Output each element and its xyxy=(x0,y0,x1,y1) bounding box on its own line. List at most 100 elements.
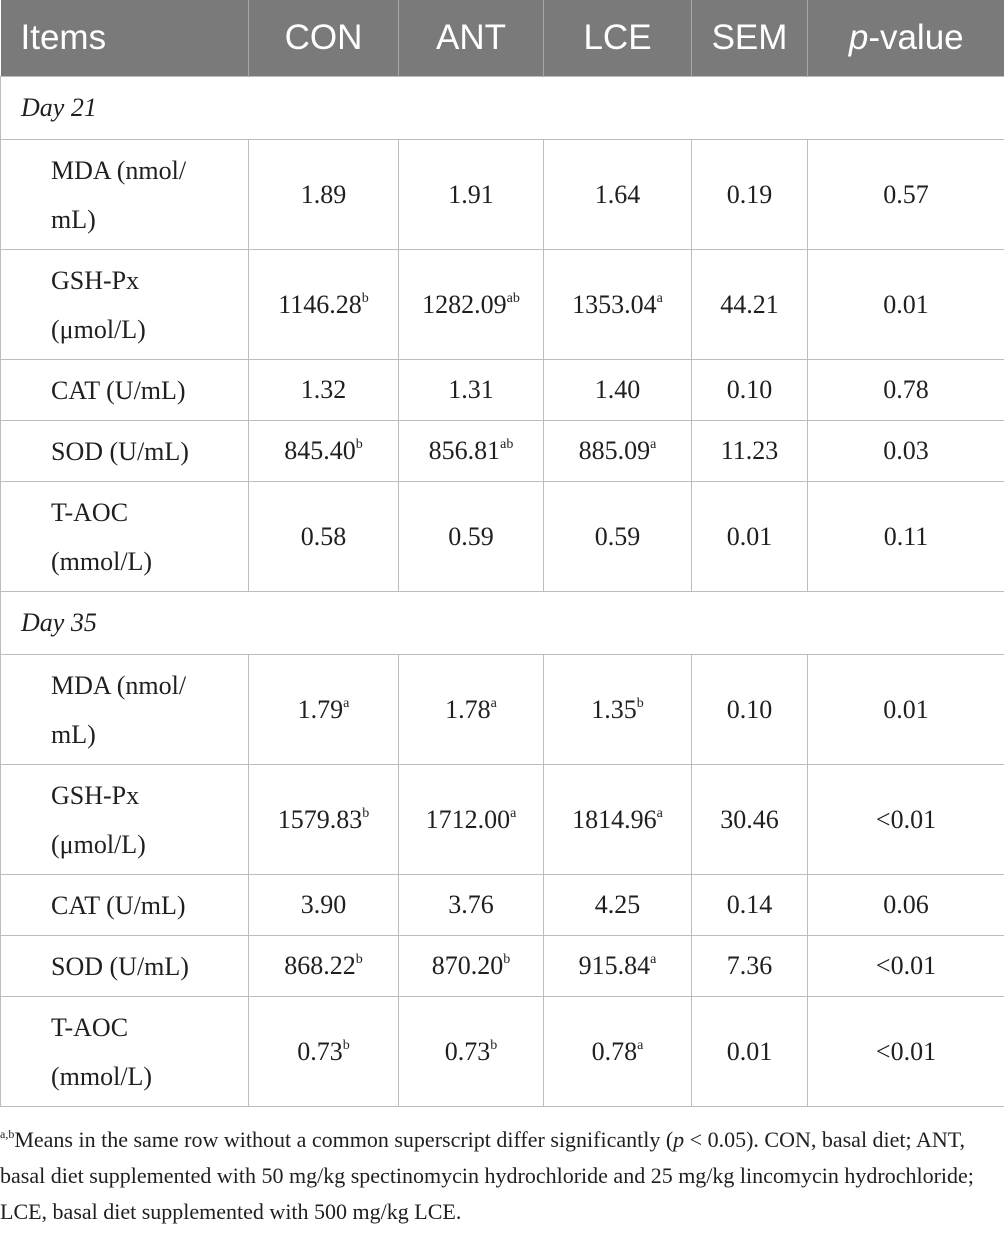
footnote-superscript: a,b xyxy=(0,1127,15,1141)
header-ant: ANT xyxy=(398,0,544,77)
lce-value-superscript: a xyxy=(656,805,663,821)
ant-value: 0.59 xyxy=(398,481,544,592)
header-con: CON xyxy=(248,0,399,77)
p-value: 0.11 xyxy=(807,481,1004,592)
row-item-label: MDA (nmol/mL) xyxy=(0,139,249,250)
item-label-line: SOD (U/mL) xyxy=(51,436,189,466)
lce-value-number: 4.25 xyxy=(594,890,641,919)
lce-value-number: 885.09 xyxy=(578,436,651,465)
lce-value-number: 915.84 xyxy=(578,951,651,980)
ant-value: 1.91 xyxy=(398,139,544,250)
row-item-label: GSH-Px (μmol/L) xyxy=(0,764,249,875)
lce-value-number: 1353.04 xyxy=(572,289,657,319)
lce-value-superscript: b xyxy=(636,695,644,711)
ant-value-superscript: b xyxy=(503,952,511,967)
footnote-text-before: Means in the same row without a common s… xyxy=(14,1127,674,1152)
sem-value: 7.36 xyxy=(691,935,808,997)
row-item-label: CAT (U/mL) xyxy=(0,359,249,421)
footnote-text-after: < 0.05). CON, basal diet; ANT, basal die… xyxy=(0,1127,974,1224)
con-value-superscript: b xyxy=(362,805,370,821)
item-label-line: mL) xyxy=(51,719,96,749)
ant-value-number: 856.81 xyxy=(428,436,501,465)
con-value-superscript: b xyxy=(342,1037,350,1053)
con-value: 1146.28b xyxy=(248,249,399,360)
sem-value: 0.10 xyxy=(691,359,808,421)
ant-value: 3.76 xyxy=(398,874,544,936)
row-item-label: T-AOC (mmol/L) xyxy=(0,481,249,592)
table-row: T-AOC (mmol/L) 0.58 0.59 0.59 0.01 0.11 xyxy=(0,481,1004,592)
row-item-label: T-AOC (mmol/L) xyxy=(0,996,249,1107)
item-label-line: MDA (nmol/ xyxy=(51,670,187,700)
ant-value-superscript: ab xyxy=(506,290,520,306)
header-lce: LCE xyxy=(543,0,692,77)
p-value: 0.01 xyxy=(807,249,1004,360)
lce-value-superscript: a xyxy=(656,290,663,306)
item-label-line: CAT (U/mL) xyxy=(51,375,186,405)
item-label-line: CAT (U/mL) xyxy=(51,890,186,920)
con-value: 0.58 xyxy=(248,481,399,592)
ant-value: 1.78a xyxy=(398,654,544,765)
sem-value: 44.21 xyxy=(691,249,808,360)
section-row: Day 35 xyxy=(0,591,1004,655)
lce-value-superscript: a xyxy=(650,437,657,452)
con-value: 1.89 xyxy=(248,139,399,250)
con-value: 868.22b xyxy=(248,935,399,997)
lce-value-number: 0.59 xyxy=(594,521,641,551)
sem-value: 0.14 xyxy=(691,874,808,936)
con-value: 3.90 xyxy=(248,874,399,936)
row-item-label: MDA (nmol/mL) xyxy=(0,654,249,765)
item-label-line: GSH-Px xyxy=(51,265,140,295)
ant-value-number: 1282.09 xyxy=(422,289,507,319)
lce-value: 885.09a xyxy=(543,420,692,482)
ant-value-number: 1712.00 xyxy=(425,804,511,834)
lce-value: 1353.04a xyxy=(543,249,692,360)
p-value: 0.57 xyxy=(807,139,1004,250)
table-row: MDA (nmol/mL) 1.89 1.91 1.64 0.19 0.57 xyxy=(0,139,1004,250)
con-value-number: 1146.28 xyxy=(278,289,362,319)
lce-value-superscript: a xyxy=(650,952,657,967)
table-header-row: Items CON ANT LCE SEM p-value xyxy=(0,0,1004,77)
lce-value: 1.35b xyxy=(543,654,692,765)
ant-value: 0.73b xyxy=(398,996,544,1107)
p-value: <0.01 xyxy=(807,935,1004,997)
item-label-line: T-AOC xyxy=(51,1012,129,1042)
row-item-label: SOD (U/mL) xyxy=(0,935,249,997)
ant-value: 856.81ab xyxy=(398,420,544,482)
con-value-number: 3.90 xyxy=(300,890,347,919)
sem-value: 11.23 xyxy=(691,420,808,482)
ant-value: 1282.09ab xyxy=(398,249,544,360)
table-row: GSH-Px (μmol/L) 1579.83b 1712.00a 1814.96a 30… xyxy=(0,764,1004,875)
ant-value-number: 1.31 xyxy=(448,375,494,404)
section-label: Day 21 xyxy=(0,76,1004,140)
sem-value: 0.19 xyxy=(691,139,808,250)
table-footnote: a,bMeans in the same row without a commo… xyxy=(0,1122,1000,1230)
lce-value-number: 1814.96 xyxy=(572,804,657,834)
lce-value: 1.64 xyxy=(543,139,692,250)
p-value: 0.03 xyxy=(807,420,1004,482)
con-value-superscript: a xyxy=(343,695,350,711)
header-p-italic: p xyxy=(848,18,869,57)
ant-value-superscript: ab xyxy=(500,437,514,452)
item-label-line: GSH-Px xyxy=(51,780,140,810)
lce-value: 1814.96a xyxy=(543,764,692,875)
con-value-number: 0.73 xyxy=(297,1036,343,1066)
footnote-p-symbol: p xyxy=(673,1127,685,1152)
lce-value: 1.40 xyxy=(543,359,692,421)
row-item-label: CAT (U/mL) xyxy=(0,874,249,936)
item-label-line: (μmol/L) xyxy=(51,829,146,859)
p-value: <0.01 xyxy=(807,996,1004,1107)
con-value-superscript: b xyxy=(355,437,363,452)
item-label-line: T-AOC xyxy=(51,497,129,527)
con-value: 845.40b xyxy=(248,420,399,482)
table-row: MDA (nmol/mL) 1.79a 1.78a 1.35b 0.10 0.01 xyxy=(0,654,1004,765)
header-p-value: p-value xyxy=(807,0,1004,77)
lce-value-superscript: a xyxy=(637,1037,644,1053)
con-value-number: 845.40 xyxy=(284,436,356,465)
item-label-line: (μmol/L) xyxy=(51,314,146,344)
section-label: Day 35 xyxy=(0,591,1004,655)
table-row: GSH-Px (μmol/L) 1146.28b 1282.09ab 1353.04a 4… xyxy=(0,249,1004,360)
ant-value-number: 1.91 xyxy=(448,179,494,209)
con-value-number: 1.79 xyxy=(297,694,344,724)
item-label-line: (mmol/L) xyxy=(51,1061,153,1091)
antioxidant-table: Items CON ANT LCE SEM p-value Day 21 MDA … xyxy=(0,0,1004,1107)
